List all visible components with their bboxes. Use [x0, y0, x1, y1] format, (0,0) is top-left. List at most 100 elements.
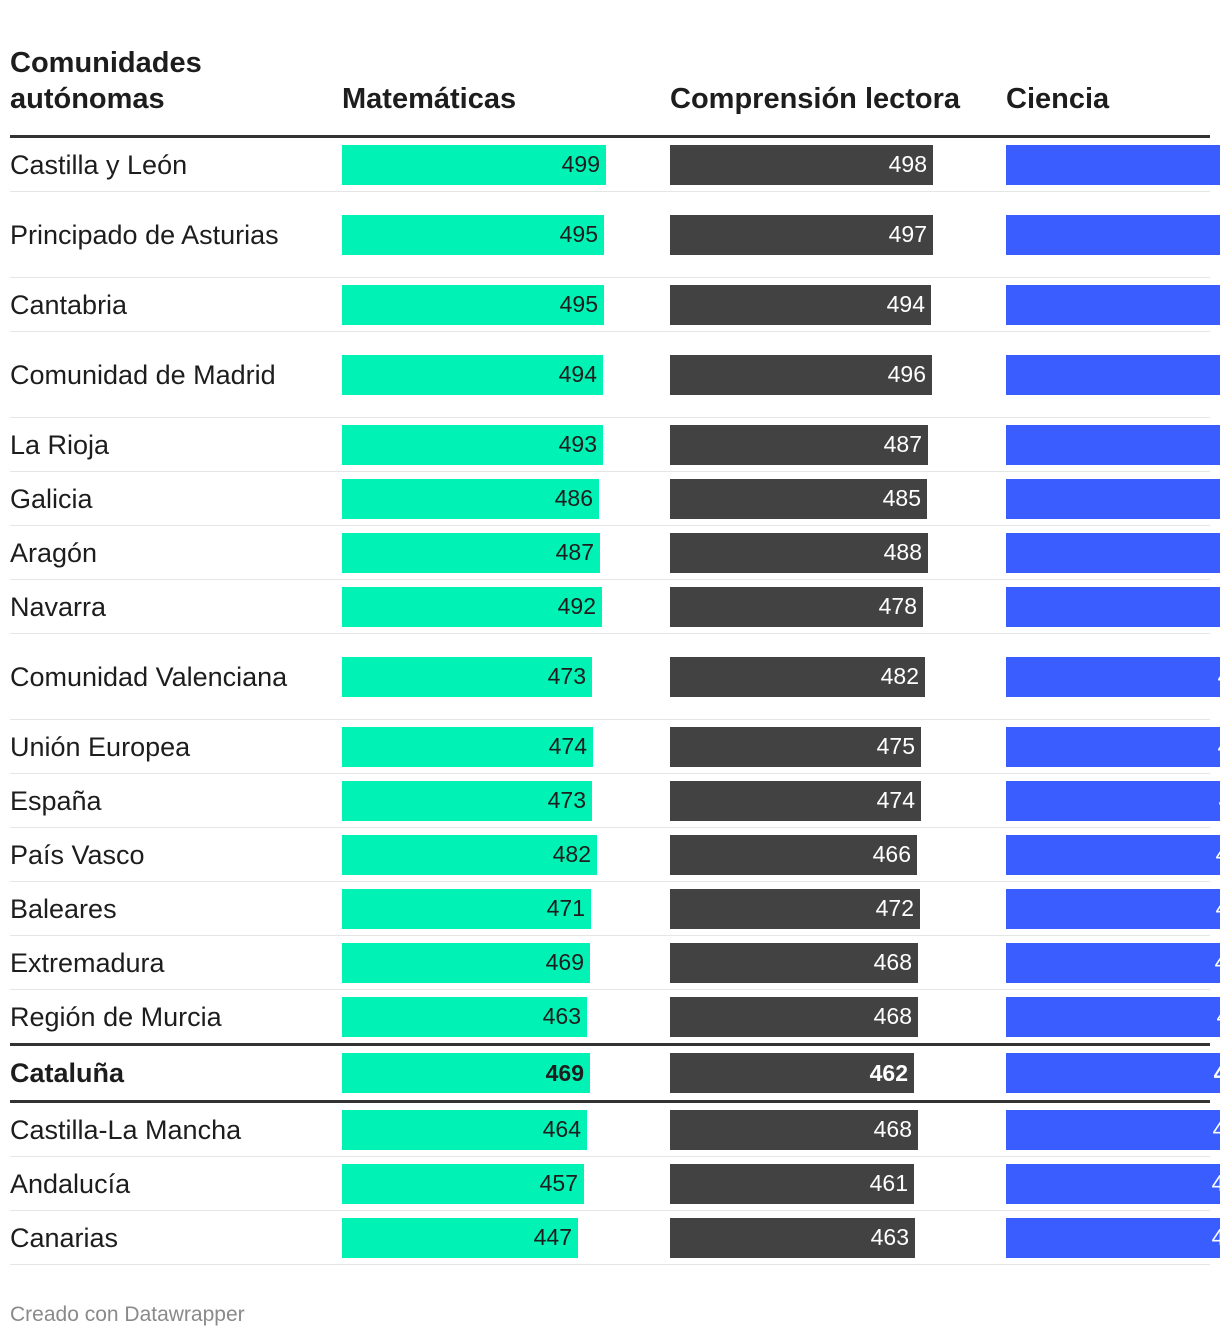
- bar-reading: 461: [670, 1163, 914, 1204]
- table-row: España 473 474 485: [10, 774, 1220, 828]
- bar-reading: 498: [670, 144, 933, 185]
- row-label: Extremadura: [10, 947, 165, 978]
- bar-mathematics: 463: [342, 996, 587, 1037]
- bar-mathematics: 471: [342, 888, 591, 929]
- bar-science: 500: [1006, 424, 1220, 465]
- bar-mathematics: 487: [342, 532, 600, 573]
- table-row: Extremadura 469 468 479: [10, 936, 1220, 990]
- row-label: Comunidad de Madrid: [10, 359, 276, 390]
- row-label: Navarra: [10, 591, 107, 622]
- bar-science: 499: [1006, 532, 1220, 573]
- row-label: Aragón: [10, 537, 98, 568]
- table-row: Principado de Asturias 495 497 503: [10, 192, 1220, 278]
- bar-mathematics: 457: [342, 1163, 584, 1204]
- bar-science: 506: [1006, 478, 1220, 519]
- bar-mathematics: 495: [342, 284, 604, 325]
- header-regions: Comunidades autónomas: [10, 47, 202, 115]
- credit-text: Creado con Datawrapper: [10, 1303, 245, 1326]
- bar-table-chart: Comunidades autónomas Matemáticas Compre…: [10, 40, 1220, 1265]
- bar-reading: 485: [670, 478, 927, 519]
- bar-reading: 487: [670, 424, 928, 465]
- row-label: País Vasco: [10, 839, 145, 870]
- row-label: Andalucía: [10, 1168, 131, 1199]
- bar-mathematics: 469: [342, 1053, 590, 1093]
- row-label: Galicia: [10, 483, 93, 514]
- row-label: Comunidad Valenciana: [10, 661, 288, 692]
- bar-mathematics: 493: [342, 424, 603, 465]
- table-row: Comunidad de Madrid 494 496 502: [10, 332, 1220, 418]
- bar-mathematics: 482: [342, 834, 597, 875]
- bar-science: 484: [1006, 726, 1220, 767]
- bar-science: 482: [1006, 996, 1220, 1037]
- bar-science: 506: [1006, 144, 1220, 185]
- row-label: Castilla-La Mancha: [10, 1114, 242, 1145]
- bar-mathematics: 447: [342, 1217, 578, 1258]
- bar-science: 479: [1006, 942, 1220, 983]
- bar-science: 473: [1006, 1217, 1220, 1258]
- bar-mathematics: 495: [342, 214, 604, 255]
- bar-reading: 474: [670, 780, 921, 821]
- row-label: Baleares: [10, 893, 117, 924]
- row-label: Canarias: [10, 1222, 119, 1253]
- bar-science: 480: [1006, 834, 1220, 875]
- bar-mathematics: 492: [342, 586, 602, 627]
- table-row: Navarra 492 478 489: [10, 580, 1220, 634]
- row-label: España: [10, 785, 102, 816]
- row-label: Cataluña: [10, 1058, 125, 1088]
- bar-mathematics: 499: [342, 144, 606, 185]
- bar-reading: 468: [670, 942, 918, 983]
- table-row: La Rioja 493 487 500: [10, 418, 1220, 472]
- bar-mathematics: 469: [342, 942, 590, 983]
- bar-reading: 462: [670, 1053, 914, 1093]
- table-header: Comunidades autónomas Matemáticas Compre…: [10, 40, 1210, 138]
- bar-reading: 463: [670, 1217, 915, 1258]
- row-label: Región de Murcia: [10, 1001, 222, 1032]
- table-row: Baleares 471 472 480: [10, 882, 1220, 936]
- bar-mathematics: 494: [342, 354, 603, 395]
- bar-mathematics: 464: [342, 1109, 587, 1150]
- table-row: Canarias 447 463 473: [10, 1211, 1220, 1265]
- table-row: Castilla y León 499 498 506: [10, 138, 1220, 192]
- bar-science: 475: [1006, 1109, 1220, 1150]
- bar-science: 502: [1006, 354, 1220, 395]
- table-row: Unión Europea 474 475 484: [10, 720, 1220, 774]
- bar-reading: 488: [670, 532, 928, 573]
- row-label: Unión Europea: [10, 731, 191, 762]
- bar-mathematics: 474: [342, 726, 593, 767]
- table-row: Cantabria 495 494 504: [10, 278, 1220, 332]
- bar-science: 504: [1006, 284, 1220, 325]
- table-row: Cataluña 469 462 477: [10, 1043, 1220, 1103]
- table-row: Comunidad Valenciana 473 482 483: [10, 634, 1220, 720]
- bar-reading: 478: [670, 586, 923, 627]
- table-row: Andalucía 457 461 473: [10, 1157, 1220, 1211]
- header-reading: Comprensión lectora: [670, 83, 961, 115]
- table-row: Región de Murcia 463 468 482: [10, 990, 1220, 1043]
- bar-science: 503: [1006, 214, 1220, 255]
- table-row: Castilla-La Mancha 464 468 475: [10, 1103, 1220, 1157]
- bar-mathematics: 473: [342, 780, 592, 821]
- table-row: País Vasco 482 466 480: [10, 828, 1220, 882]
- row-label: Castilla y León: [10, 149, 188, 180]
- table-row: Aragón 487 488 499: [10, 526, 1220, 580]
- table-row: Galicia 486 485 506: [10, 472, 1220, 526]
- bar-reading: 494: [670, 284, 931, 325]
- bar-reading: 472: [670, 888, 920, 929]
- bar-science: 477: [1006, 1053, 1220, 1093]
- bar-reading: 497: [670, 214, 933, 255]
- bar-science: 483: [1006, 656, 1220, 697]
- bar-reading: 468: [670, 996, 918, 1037]
- header-science: Ciencia: [1006, 83, 1110, 115]
- bar-reading: 496: [670, 354, 932, 395]
- header-mathematics: Matemáticas: [342, 83, 517, 115]
- bar-reading: 475: [670, 726, 921, 767]
- row-label: La Rioja: [10, 429, 110, 460]
- bar-reading: 468: [670, 1109, 918, 1150]
- bar-mathematics: 486: [342, 478, 599, 519]
- bar-mathematics: 473: [342, 656, 592, 697]
- bar-science: 489: [1006, 586, 1220, 627]
- row-label: Cantabria: [10, 289, 128, 320]
- bar-reading: 466: [670, 834, 917, 875]
- bar-reading: 482: [670, 656, 925, 697]
- bar-science: 480: [1006, 888, 1220, 929]
- bar-science: 473: [1006, 1163, 1220, 1204]
